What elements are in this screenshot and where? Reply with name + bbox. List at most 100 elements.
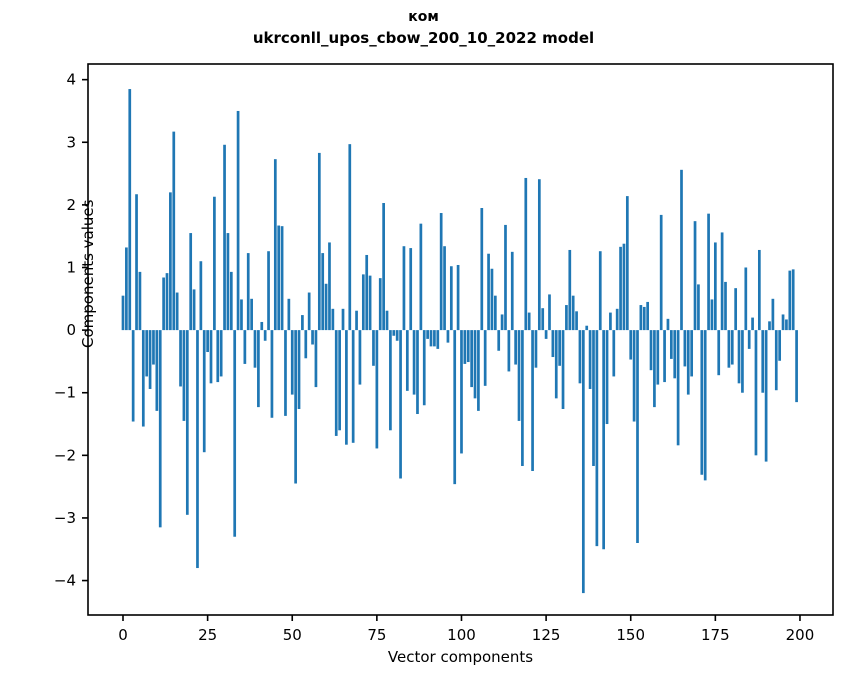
bar bbox=[399, 330, 402, 479]
bar bbox=[206, 330, 209, 353]
bar bbox=[453, 330, 457, 485]
bar bbox=[534, 330, 538, 368]
bar bbox=[568, 249, 572, 331]
bar bbox=[273, 159, 277, 331]
bar bbox=[175, 292, 179, 331]
bar bbox=[771, 298, 775, 331]
bar bbox=[297, 330, 301, 409]
bar bbox=[727, 330, 731, 368]
bar bbox=[246, 253, 250, 331]
bar bbox=[307, 292, 311, 331]
bar bbox=[290, 330, 294, 395]
bar bbox=[504, 224, 507, 331]
bar bbox=[521, 330, 524, 466]
bar bbox=[240, 299, 243, 331]
bar bbox=[585, 325, 589, 331]
bar bbox=[294, 330, 297, 484]
bar bbox=[666, 318, 670, 331]
bar bbox=[158, 330, 162, 528]
bar bbox=[510, 251, 514, 331]
bar bbox=[483, 330, 487, 386]
bar bbox=[392, 330, 396, 336]
bar bbox=[571, 295, 575, 331]
bar bbox=[768, 321, 771, 331]
bar bbox=[764, 330, 768, 462]
bar bbox=[257, 330, 260, 408]
y-tick-label: −4 bbox=[54, 572, 76, 590]
bar bbox=[219, 330, 223, 377]
y-tick-label: −2 bbox=[54, 446, 76, 464]
bar bbox=[267, 251, 270, 331]
bar bbox=[148, 330, 152, 389]
bar bbox=[676, 330, 680, 446]
bar bbox=[121, 295, 125, 331]
bar bbox=[565, 305, 568, 331]
x-tick-label: 175 bbox=[701, 626, 730, 644]
bar bbox=[592, 330, 595, 466]
bar bbox=[284, 330, 287, 416]
bar bbox=[551, 330, 555, 358]
bar bbox=[422, 330, 426, 406]
bar bbox=[757, 249, 761, 331]
bar bbox=[734, 288, 738, 331]
bar bbox=[683, 330, 687, 367]
bar bbox=[361, 274, 365, 331]
bar bbox=[781, 314, 785, 331]
x-tick-label: 50 bbox=[283, 626, 302, 644]
bar bbox=[609, 312, 612, 331]
bar bbox=[524, 177, 528, 331]
bar bbox=[351, 330, 355, 443]
bar bbox=[602, 330, 605, 550]
bar bbox=[531, 330, 534, 471]
bar bbox=[720, 232, 724, 331]
bar bbox=[605, 330, 609, 425]
bar bbox=[761, 330, 765, 393]
bar bbox=[622, 243, 626, 331]
bar bbox=[358, 330, 362, 385]
bar bbox=[707, 213, 710, 331]
bar bbox=[138, 271, 142, 331]
bar bbox=[595, 330, 599, 547]
bar bbox=[747, 330, 751, 349]
plot-frame bbox=[87, 63, 834, 616]
bar bbox=[730, 330, 734, 365]
bar bbox=[328, 242, 331, 331]
bar bbox=[433, 330, 436, 347]
x-tick-label: 150 bbox=[616, 626, 645, 644]
bar bbox=[703, 330, 707, 481]
bar bbox=[615, 308, 619, 331]
bar bbox=[223, 144, 226, 331]
bar bbox=[466, 330, 470, 363]
bar bbox=[646, 301, 649, 331]
bar bbox=[169, 192, 172, 331]
bar bbox=[135, 194, 138, 331]
bar bbox=[172, 131, 176, 331]
bar bbox=[737, 330, 741, 384]
bar bbox=[324, 283, 328, 331]
bar bbox=[710, 299, 714, 331]
bar bbox=[382, 203, 385, 331]
bar bbox=[311, 330, 314, 345]
bar bbox=[301, 315, 304, 331]
y-tick-label: −1 bbox=[54, 384, 76, 402]
bar bbox=[500, 314, 504, 331]
bar bbox=[741, 330, 744, 393]
x-tick-label: 100 bbox=[447, 626, 476, 644]
bar bbox=[182, 330, 186, 421]
bar bbox=[686, 330, 690, 395]
chart-title-word: ком bbox=[408, 9, 439, 25]
bar bbox=[754, 330, 758, 456]
y-tick-label: 1 bbox=[66, 258, 76, 276]
bar bbox=[673, 330, 677, 379]
bar bbox=[612, 330, 616, 377]
bar bbox=[659, 214, 663, 331]
bar bbox=[693, 221, 697, 331]
bar bbox=[537, 179, 541, 331]
bar bbox=[460, 330, 463, 454]
bar bbox=[473, 330, 477, 399]
bar bbox=[554, 330, 558, 399]
bar bbox=[629, 330, 633, 360]
bar bbox=[639, 305, 643, 331]
